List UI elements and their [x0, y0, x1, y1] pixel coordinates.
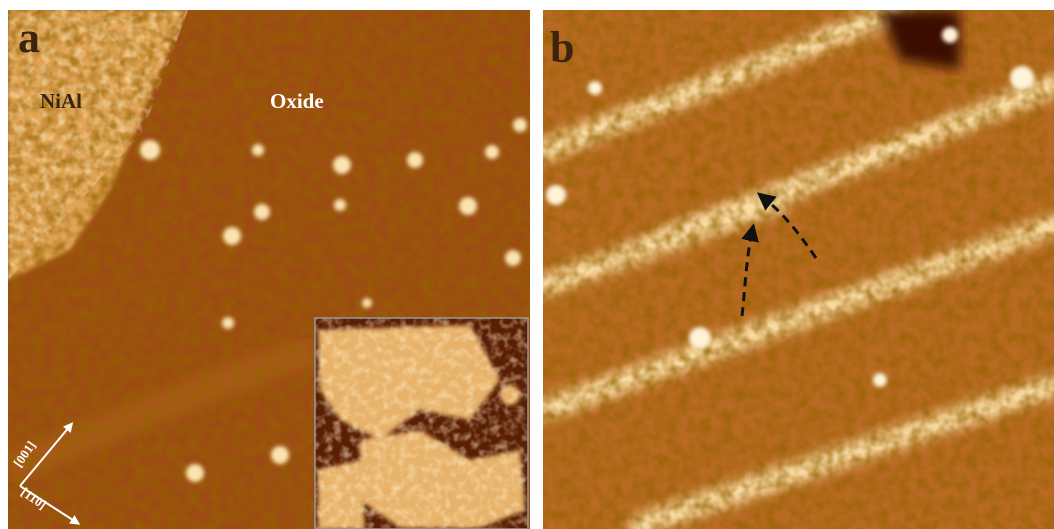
page: a NiAl Oxide [001] [1̄10] b (() => { con… [0, 0, 1054, 529]
panel-b-image: b [543, 10, 1054, 529]
annotation: NiAl [40, 89, 82, 113]
panel-a-image: a NiAl Oxide [001] [1̄10] [8, 10, 530, 529]
panel-label: a [18, 13, 40, 62]
panel-label: b [550, 23, 574, 72]
annotation: Oxide [270, 89, 324, 113]
figure: a NiAl Oxide [001] [1̄10] b [0, 0, 1054, 529]
